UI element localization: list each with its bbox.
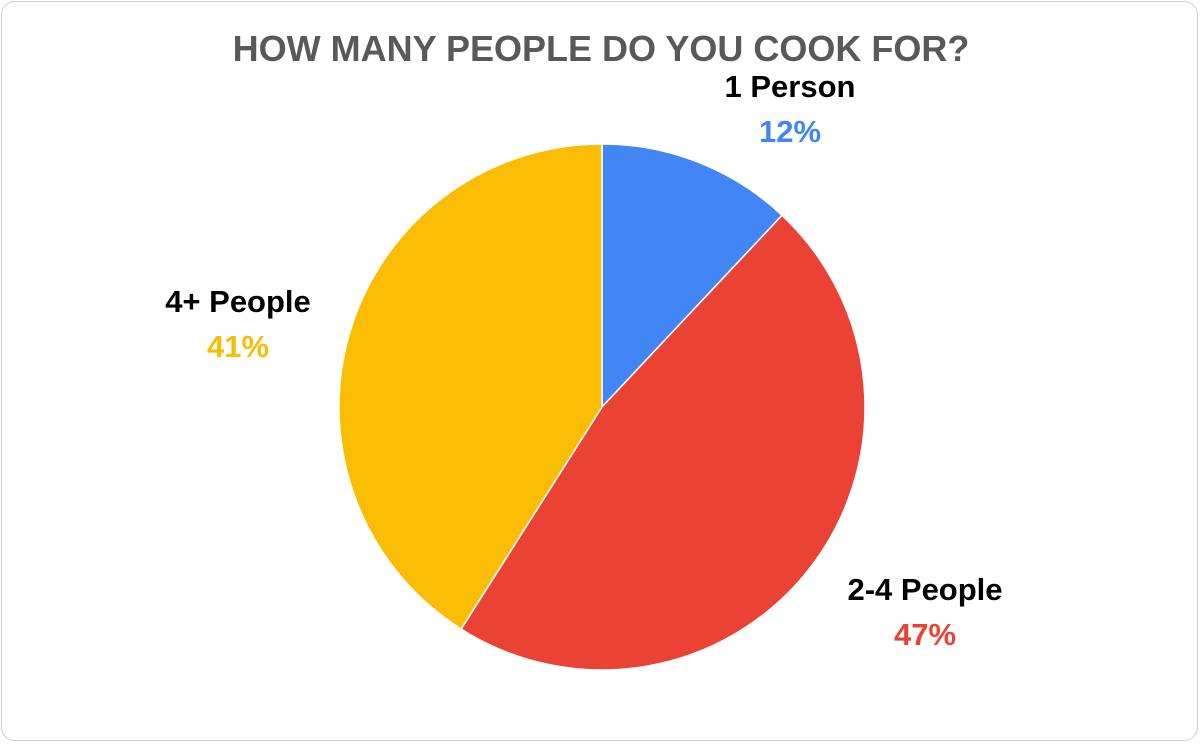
slice-percent-label: 47%: [894, 617, 956, 652]
slice-percent-label: 12%: [759, 114, 821, 149]
pie-slices: [338, 143, 866, 671]
slice-name-label: 2-4 People: [847, 572, 1002, 607]
pie-labels: 1 Person 12% 2-4 People 47% 4+ People 41%: [165, 69, 1002, 652]
slice-name-label: 4+ People: [165, 284, 311, 319]
slice-percent-label: 41%: [207, 329, 269, 364]
pie-slice-3: [338, 143, 603, 631]
chart-title: HOW MANY PEOPLE DO YOU COOK FOR?: [233, 28, 970, 69]
slice-name-label: 1 Person: [725, 69, 856, 104]
pie-slice-1: [601, 143, 784, 409]
pie-slice-2: [460, 214, 866, 671]
